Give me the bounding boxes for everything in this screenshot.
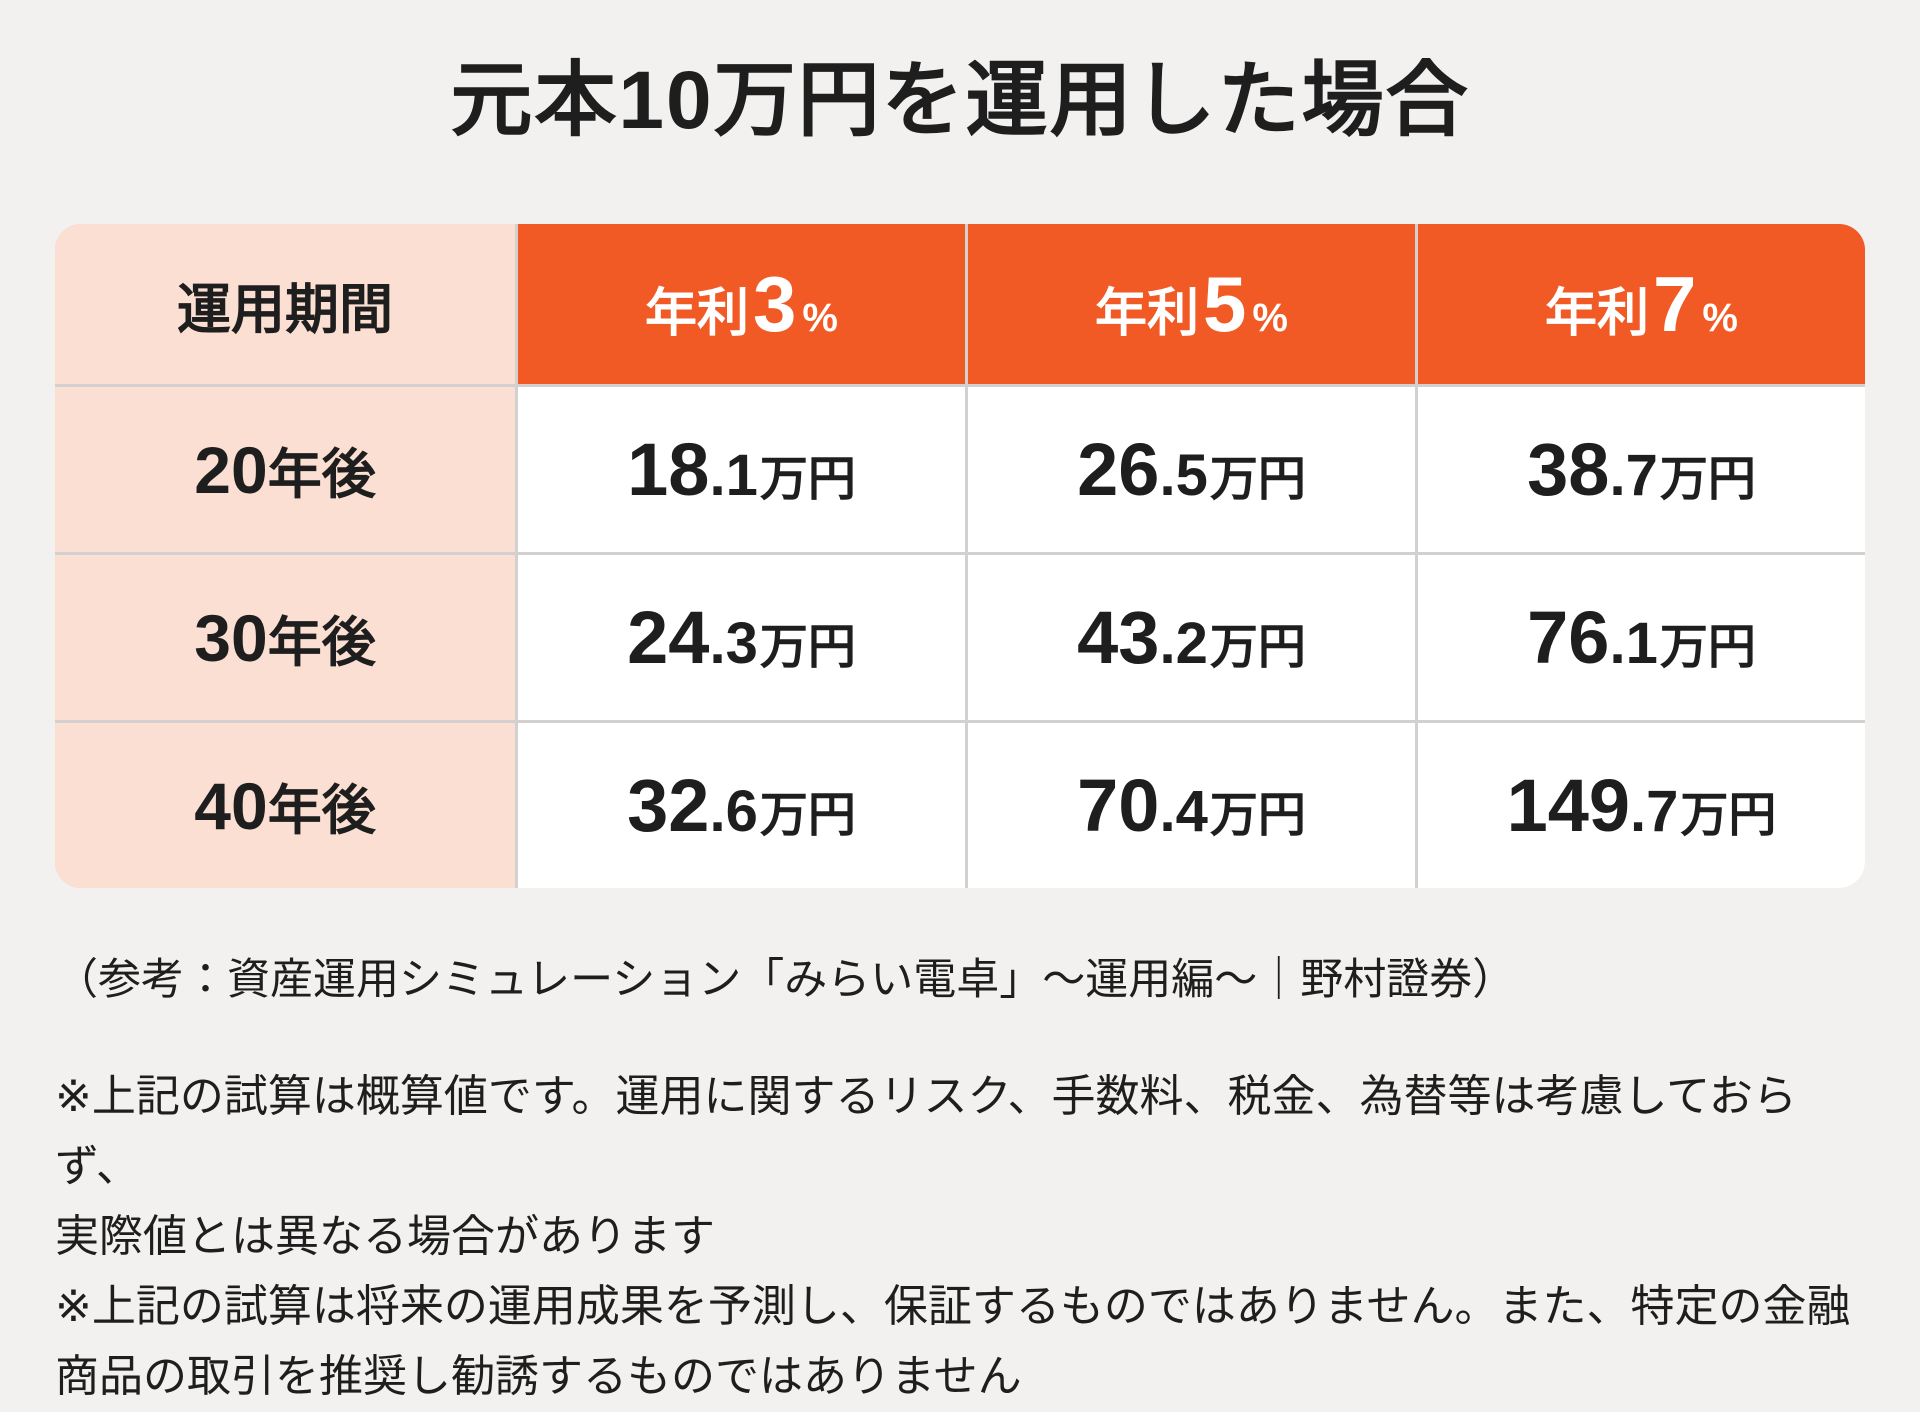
period-suffix: 年後: [267, 781, 376, 842]
value-cell-30y-3pct: 24.3万円: [518, 555, 965, 721]
value-cell-40y-5pct: 70.4万円: [968, 723, 1415, 889]
amount-decimal: .7: [1609, 443, 1658, 509]
amount-text: 70.4万円: [1077, 763, 1306, 848]
amount-decimal: .1: [1609, 611, 1658, 677]
disclaimer-notes: ※上記の試算は概算値です。運用に関するリスク、手数料、税金、為替等は考慮しておら…: [55, 1062, 1865, 1412]
source-reference: （参考：資産運用シミュレーション「みらい電卓」〜運用編〜｜野村證券）: [55, 956, 1516, 1005]
amount-unit: 万円: [1209, 789, 1306, 843]
row-header-20-years: 20年後: [55, 387, 515, 553]
period-suffix: 年後: [267, 613, 376, 674]
amount-decimal: .1: [709, 443, 758, 509]
amount-unit: 万円: [759, 789, 856, 843]
amount-text: 24.3万円: [627, 595, 856, 680]
amount-unit: 万円: [1659, 621, 1756, 675]
amount-decimal: .3: [709, 611, 758, 677]
amount-integer: 149: [1506, 764, 1631, 848]
rate-percent-sign: %: [1252, 295, 1288, 340]
period-suffix: 年後: [267, 445, 376, 506]
amount-text: 26.5万円: [1077, 427, 1306, 512]
amount-integer: 70: [1077, 764, 1160, 848]
column-header-rate-7pct: 年利7%: [1418, 224, 1865, 385]
period-number: 20: [194, 433, 268, 508]
rate-header-text: 年利5%: [1095, 259, 1288, 350]
amount-integer: 43: [1077, 596, 1160, 680]
period-label: 40年後: [194, 766, 375, 845]
amount-text: 32.6万円: [627, 763, 856, 848]
amount-unit: 万円: [1209, 453, 1306, 507]
amount-decimal: .5: [1159, 443, 1208, 509]
amount-text: 149.7万円: [1507, 763, 1777, 848]
amount-integer: 24: [627, 596, 710, 680]
amount-unit: 万円: [1680, 789, 1777, 843]
column-header-rate-5pct: 年利5%: [968, 224, 1415, 385]
row-header-40-years: 40年後: [55, 723, 515, 889]
value-cell-20y-3pct: 18.1万円: [518, 387, 965, 553]
period-header-label: 運用期間: [177, 279, 393, 340]
value-cell-30y-5pct: 43.2万円: [968, 555, 1415, 721]
amount-decimal: .2: [1159, 611, 1208, 677]
rate-percent-sign: %: [1702, 295, 1738, 340]
amount-decimal: .4: [1159, 779, 1208, 845]
column-header-rate-3pct: 年利3%: [518, 224, 965, 385]
period-number: 30: [194, 601, 268, 676]
value-cell-20y-7pct: 38.7万円: [1418, 387, 1865, 553]
amount-decimal: .7: [1630, 779, 1679, 845]
disclaimer-note-2: ※上記の試算は将来の運用成果を予測し、保証するものではありません。また、特定の金…: [55, 1282, 1851, 1402]
rate-header-text: 年利3%: [645, 259, 838, 350]
amount-unit: 万円: [759, 621, 856, 675]
amount-integer: 26: [1077, 428, 1160, 512]
amount-integer: 38: [1527, 428, 1610, 512]
value-cell-40y-3pct: 32.6万円: [518, 723, 965, 889]
amount-text: 43.2万円: [1077, 595, 1306, 680]
amount-unit: 万円: [1209, 621, 1306, 675]
amount-text: 76.1万円: [1527, 595, 1756, 680]
rate-prefix: 年利: [1545, 284, 1650, 343]
row-header-30-years: 30年後: [55, 555, 515, 721]
rate-number: 3: [753, 259, 797, 348]
period-label: 20年後: [194, 430, 375, 509]
page-title: 元本10万円を運用した場合: [450, 55, 1470, 146]
amount-unit: 万円: [759, 453, 856, 507]
amount-integer: 76: [1527, 596, 1610, 680]
amount-decimal: .6: [709, 779, 758, 845]
amount-integer: 32: [627, 764, 710, 848]
period-label: 30年後: [194, 598, 375, 677]
rate-number: 5: [1203, 259, 1247, 348]
amount-text: 18.1万円: [627, 427, 856, 512]
rate-prefix: 年利: [645, 284, 750, 343]
value-cell-30y-7pct: 76.1万円: [1418, 555, 1865, 721]
amount-text: 38.7万円: [1527, 427, 1756, 512]
period-number: 40: [194, 769, 268, 844]
value-cell-40y-7pct: 149.7万円: [1418, 723, 1865, 889]
amount-unit: 万円: [1659, 453, 1756, 507]
disclaimer-note-1: ※上記の試算は概算値です。運用に関するリスク、手数料、税金、為替等は考慮しておら…: [55, 1072, 1797, 1262]
column-header-period: 運用期間: [55, 224, 515, 385]
rate-header-text: 年利7%: [1545, 259, 1738, 350]
rate-number: 7: [1653, 259, 1697, 348]
amount-integer: 18: [627, 428, 710, 512]
investment-returns-table: 運用期間 年利3% 年利5% 年利7% 20年後 18.1万円 26.5万円 3…: [55, 224, 1865, 889]
rate-prefix: 年利: [1095, 284, 1200, 343]
rate-percent-sign: %: [802, 295, 838, 340]
value-cell-20y-5pct: 26.5万円: [968, 387, 1415, 553]
